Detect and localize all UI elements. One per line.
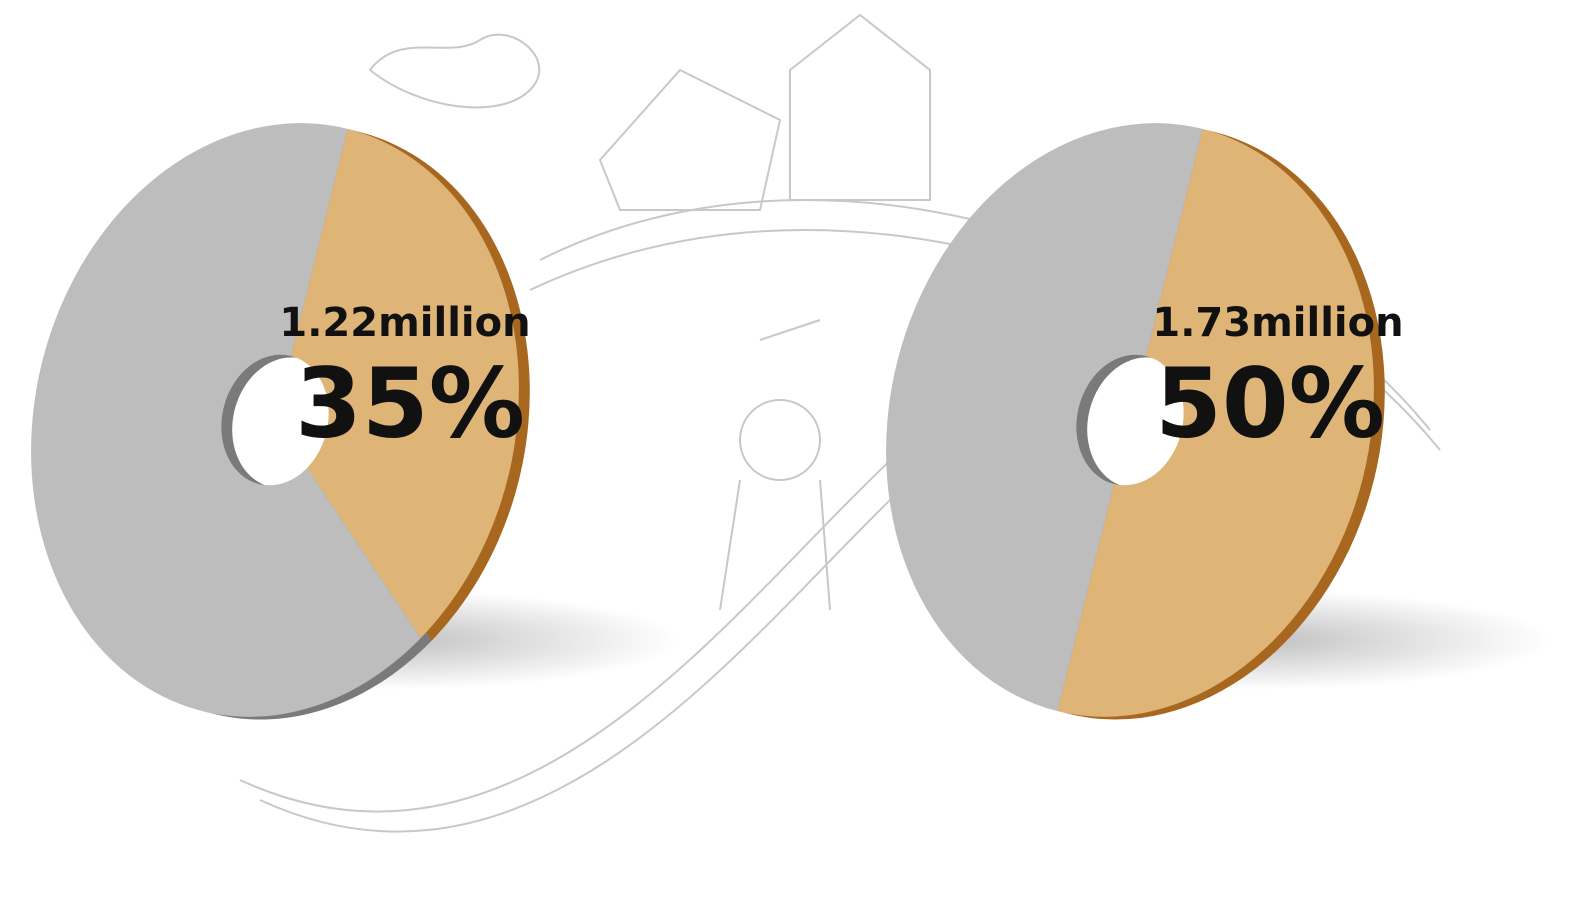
annotation: 1.22million: [279, 300, 530, 346]
pie-chart: [886, 123, 1385, 720]
annotation: 1.73million: [1152, 300, 1403, 346]
pie-slice: [290, 128, 519, 639]
data-label: 50%: [1155, 347, 1385, 459]
pie-slice: [1057, 128, 1374, 717]
pie-chart: [31, 123, 530, 720]
pie-slice: [31, 123, 421, 717]
data-label: 35%: [295, 347, 525, 459]
pie-slice: [886, 123, 1203, 712]
